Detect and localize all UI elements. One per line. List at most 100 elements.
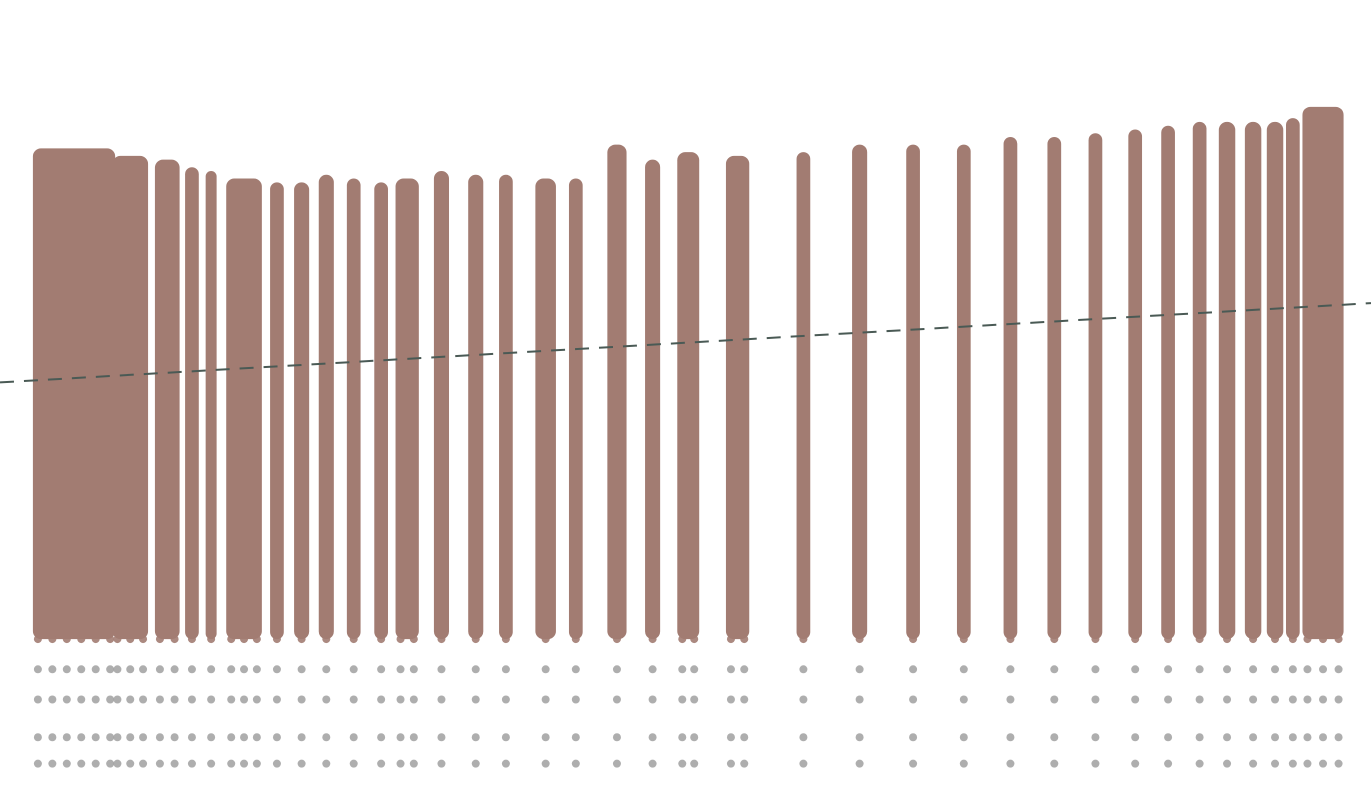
data-point: [855, 635, 864, 644]
data-column-36: [1302, 106, 1344, 640]
data-point: [1319, 635, 1328, 644]
data-point: [297, 695, 306, 704]
data-point: [170, 733, 179, 742]
data-point: [91, 759, 100, 768]
data-point: [959, 695, 968, 704]
data-point: [409, 695, 418, 704]
data-point: [799, 665, 808, 674]
data-point: [909, 759, 918, 768]
data-point: [1006, 665, 1015, 674]
data-point: [1006, 635, 1015, 644]
data-point: [1334, 733, 1343, 742]
data-point: [227, 733, 236, 742]
data-point: [437, 759, 446, 768]
data-point: [240, 695, 249, 704]
data-point: [1091, 695, 1100, 704]
data-point: [1050, 695, 1059, 704]
data-point: [396, 665, 405, 674]
data-point: [297, 635, 306, 644]
data-point: [106, 665, 115, 674]
data-point: [207, 695, 216, 704]
data-point: [1164, 665, 1173, 674]
data-point: [322, 759, 331, 768]
data-point: [409, 733, 418, 742]
data-point: [678, 665, 687, 674]
data-point: [1050, 733, 1059, 742]
data-point: [1249, 635, 1258, 644]
data-point: [33, 635, 42, 644]
data-column-9: [318, 174, 334, 640]
data-point: [1131, 759, 1140, 768]
data-point: [541, 695, 550, 704]
data-column-15: [499, 174, 513, 640]
data-point: [648, 759, 657, 768]
data-point: [77, 665, 86, 674]
data-point: [1164, 733, 1173, 742]
data-point: [113, 665, 122, 674]
data-point: [170, 665, 179, 674]
data-column-2: [112, 155, 149, 640]
data-point: [1288, 759, 1297, 768]
data-point: [252, 665, 261, 674]
data-point: [240, 665, 249, 674]
data-point: [106, 695, 115, 704]
data-point: [726, 665, 735, 674]
data-point: [678, 733, 687, 742]
data-point: [322, 733, 331, 742]
data-column-19: [645, 159, 661, 640]
data-point: [1195, 635, 1204, 644]
data-point: [571, 665, 580, 674]
discrete-points: [33, 635, 1343, 768]
data-point: [252, 635, 261, 644]
data-point: [377, 733, 386, 742]
data-point: [396, 759, 405, 768]
data-column-20: [677, 152, 700, 640]
data-point: [959, 665, 968, 674]
data-point: [1249, 665, 1258, 674]
data-point: [139, 665, 148, 674]
data-point: [1249, 759, 1258, 768]
data-point: [113, 635, 122, 644]
data-point: [1050, 665, 1059, 674]
data-column-14: [468, 174, 484, 640]
data-point: [571, 695, 580, 704]
data-point: [1249, 695, 1258, 704]
data-point: [740, 733, 749, 742]
data-point: [726, 733, 735, 742]
data-point: [541, 733, 550, 742]
data-column-6: [226, 178, 262, 640]
data-point: [1271, 733, 1280, 742]
data-point: [77, 733, 86, 742]
data-point: [1091, 635, 1100, 644]
data-point: [1195, 665, 1204, 674]
data-point: [1131, 665, 1140, 674]
data-column-26: [1003, 137, 1018, 640]
data-point: [322, 635, 331, 644]
data-point: [48, 635, 57, 644]
data-point: [690, 665, 699, 674]
data-column-25: [956, 144, 971, 640]
data-point: [1006, 733, 1015, 742]
data-point: [322, 695, 331, 704]
data-point: [187, 635, 196, 644]
data-point: [1195, 733, 1204, 742]
data-point: [1050, 635, 1059, 644]
data-point: [1091, 665, 1100, 674]
data-point: [377, 759, 386, 768]
data-point: [377, 665, 386, 674]
data-column-17: [568, 178, 583, 640]
data-point: [1164, 635, 1173, 644]
data-point: [690, 759, 699, 768]
data-point: [297, 759, 306, 768]
data-column-1: [32, 148, 116, 640]
data-point: [377, 695, 386, 704]
data-point: [272, 665, 281, 674]
data-point: [1131, 695, 1140, 704]
data-point: [855, 759, 864, 768]
data-point: [227, 635, 236, 644]
data-point: [33, 695, 42, 704]
data-point: [1271, 635, 1280, 644]
data-point: [1303, 695, 1312, 704]
data-point: [48, 733, 57, 742]
data-point: [252, 759, 261, 768]
